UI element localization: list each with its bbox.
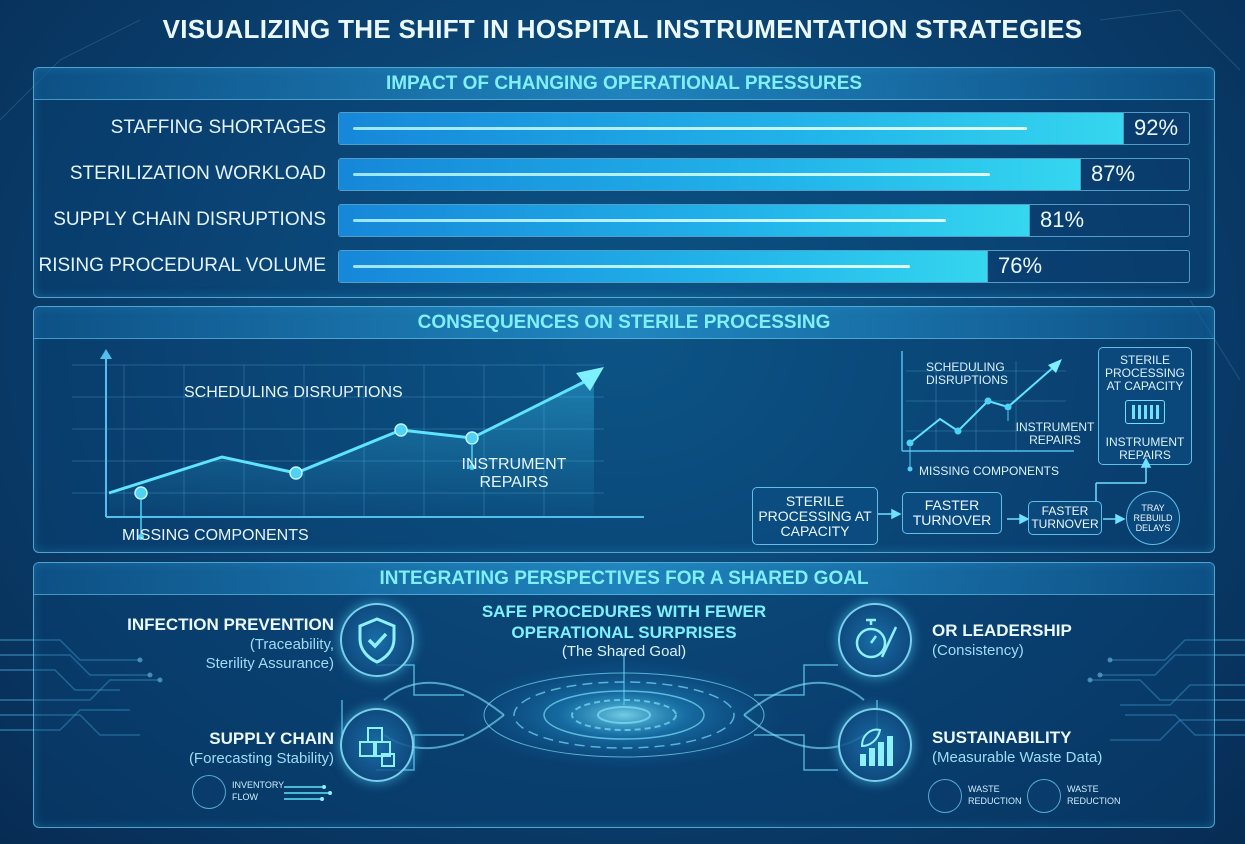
mini-label-scheduling: SCHEDULING DISRUPTIONS (926, 360, 1009, 387)
pressure-bar-value: 76% (987, 251, 1042, 282)
pressure-bar-track: 92% (338, 112, 1190, 145)
pressure-bar-value: 81% (1029, 205, 1084, 236)
supply-chain-title: SUPPLY CHAIN (209, 729, 334, 748)
label-instrument-repairs: INSTRUMENT REPAIRS (461, 456, 567, 491)
perspectives-heading: INTEGRATING PERSPECTIVES FOR A SHARED GO… (34, 563, 1214, 595)
capacity-box-title: STERILE PROCESSING AT CAPACITY (1104, 353, 1185, 393)
pressure-label: STERILIZATION WORKLOAD (69, 163, 326, 184)
pressure-label: RISING PROCEDURAL VOLUME (38, 255, 326, 276)
waste-reduction-label-1: WASTE REDUCTION (968, 784, 1022, 806)
page-title: VISUALIZING THE SHIFT IN HOSPITAL INSTRU… (162, 14, 1083, 44)
pressures-panel: IMPACT OF CHANGING OPERATIONAL PRESSURES… (33, 67, 1215, 298)
sustainability-sub: (Measurable Waste Data) (932, 749, 1103, 766)
pressure-bar-value: 87% (1080, 159, 1135, 190)
mini-label-missing: MISSING COMPONENTS (919, 464, 1060, 478)
pressure-bar-fill (339, 205, 1029, 236)
chart-arrowhead (576, 367, 604, 391)
pressure-bar-fill (339, 251, 987, 282)
pressure-bar-track: 76% (338, 250, 1190, 283)
point-missing (134, 486, 148, 500)
inventory-flow-lines (284, 785, 332, 801)
inventory-flow-label: INVENTORY FLOW (232, 780, 285, 802)
infection-prevention-title: INFECTION PREVENTION (127, 615, 334, 634)
sustainability-title: SUSTAINABILITY (932, 728, 1072, 747)
mini-trend-chart (901, 351, 1074, 472)
label-missing-components: MISSING COMPONENTS (122, 527, 309, 544)
pressure-bar-fill (339, 113, 1123, 144)
or-leadership-title: OR LEADERSHIP (932, 621, 1072, 640)
waste-reduction-icon-1 (928, 779, 962, 813)
flow-step-sterile-capacity: STERILE PROCESSING AT CAPACITY (752, 487, 878, 545)
capacity-box: STERILE PROCESSING AT CAPACITY INSTRUMEN… (1098, 347, 1192, 465)
pressure-bar-glow (353, 219, 946, 222)
point-repairs (465, 431, 479, 445)
shield-check-icon (340, 603, 414, 677)
pressure-bar-glow (353, 127, 1027, 130)
flow-step-tray-rebuild: TRAY REBUILD DELAYS (1126, 491, 1180, 545)
battery-icon (1125, 400, 1165, 424)
flow-step-faster-turnover-2: FASTER TURNOVER (1028, 501, 1102, 535)
point-mid (289, 466, 303, 480)
consequences-heading: CONSEQUENCES ON STERILE PROCESSING (34, 307, 1214, 339)
consequences-panel: CONSEQUENCES ON STERILE PROCESSING (33, 306, 1215, 553)
infection-prevention-sub2: Sterility Assurance) (205, 655, 334, 672)
infection-prevention-sub1: (Traceability, (249, 636, 334, 653)
shared-goal-title: SAFE PROCEDURES WITH FEWER OPERATIONAL S… (481, 602, 767, 642)
point-scheduling (394, 423, 408, 437)
chart-y-arrow (100, 349, 112, 359)
mini-label-repairs: INSTRUMENT REPAIRS (1015, 420, 1095, 447)
boxes-icon (340, 708, 414, 782)
pressure-bar-fill (339, 159, 1080, 190)
pressure-bar-track: 81% (338, 204, 1190, 237)
pressure-bar-glow (353, 265, 910, 268)
pressure-label: SUPPLY CHAIN DISRUPTIONS (53, 209, 326, 230)
flow-step-faster-turnover-1: FASTER TURNOVER (902, 492, 1002, 534)
leaf-chart-icon (838, 708, 912, 782)
hub-rings (483, 672, 765, 758)
consequences-trend-chart (72, 349, 644, 540)
inventory-icon (192, 775, 226, 809)
waste-reduction-label-2: WASTE REDUCTION (1067, 784, 1121, 806)
chart-trend-line (108, 379, 587, 495)
label-scheduling-disruptions: SCHEDULING DISRUPTIONS (184, 384, 403, 401)
shared-goal-sub: (The Shared Goal) (561, 643, 687, 660)
or-leadership-sub: (Consistency) (932, 642, 1024, 659)
pressure-label: STAFFING SHORTAGES (110, 117, 326, 138)
chart-area (109, 375, 594, 517)
pressure-bar-glow (353, 173, 990, 176)
pressure-bar-track: 87% (338, 158, 1190, 191)
pressure-bar-value: 92% (1123, 113, 1178, 144)
waste-reduction-icon-2 (1027, 779, 1061, 813)
supply-chain-sub: (Forecasting Stability) (188, 750, 334, 767)
pressures-heading: IMPACT OF CHANGING OPERATIONAL PRESSURES (34, 68, 1214, 100)
stopwatch-icon (838, 603, 912, 677)
flow-connectors (878, 457, 1152, 525)
capacity-box-sub: INSTRUMENT REPAIRS (1105, 435, 1185, 462)
perspectives-panel: INTEGRATING PERSPECTIVES FOR A SHARED GO… (33, 562, 1215, 828)
